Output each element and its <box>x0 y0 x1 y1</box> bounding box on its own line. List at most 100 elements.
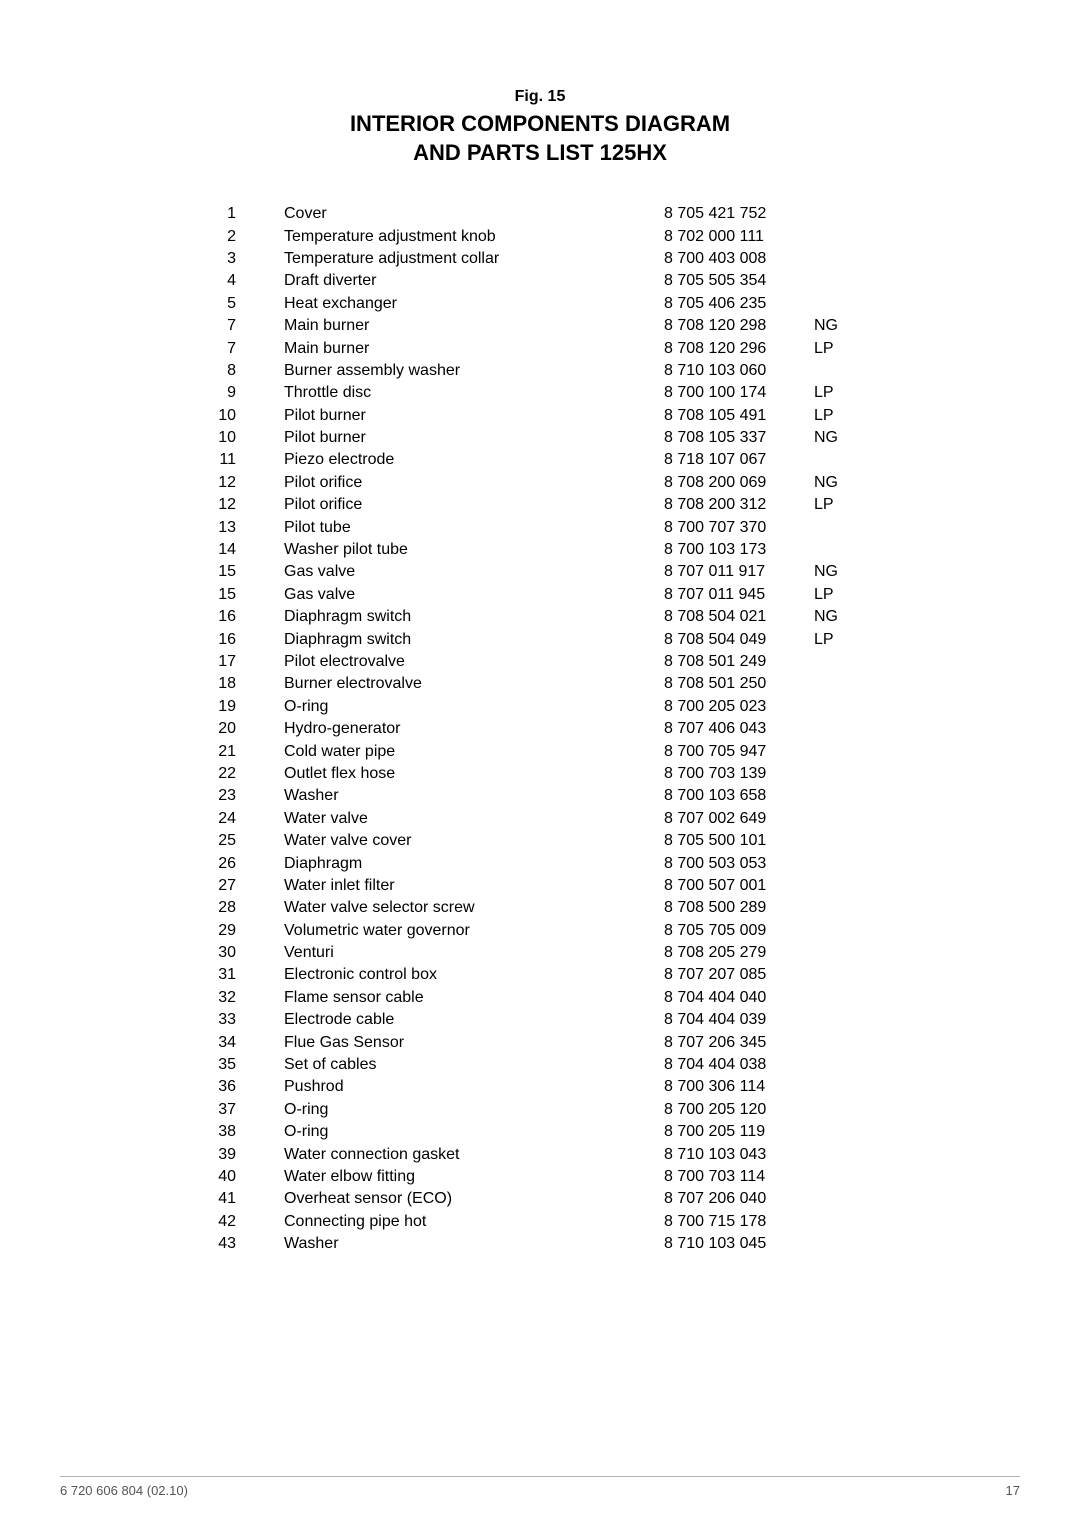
item-description: Electrode cable <box>284 1009 664 1031</box>
item-part-number: 8 700 507 001 <box>664 875 814 897</box>
item-description: Pilot electrovalve <box>284 651 664 673</box>
item-number: 8 <box>176 360 284 382</box>
table-row: 2Temperature adjustment knob8 702 000 11… <box>176 226 960 248</box>
item-part-number: 8 705 421 752 <box>664 203 814 225</box>
table-row: 37O-ring8 700 205 120 <box>176 1099 960 1121</box>
item-gas-type <box>814 360 854 382</box>
item-part-number: 8 700 205 120 <box>664 1099 814 1121</box>
item-number: 3 <box>176 248 284 270</box>
item-number: 41 <box>176 1188 284 1210</box>
item-gas-type <box>814 270 854 292</box>
item-gas-type <box>814 673 854 695</box>
item-gas-type <box>814 1121 854 1143</box>
item-part-number: 8 700 100 174 <box>664 382 814 404</box>
table-row: 40Water elbow fitting8 700 703 114 <box>176 1166 960 1188</box>
item-gas-type <box>814 1233 854 1255</box>
item-number: 11 <box>176 449 284 471</box>
item-part-number: 8 708 120 298 <box>664 315 814 337</box>
item-description: Diaphragm switch <box>284 629 664 651</box>
item-gas-type <box>814 651 854 673</box>
item-description: Washer <box>284 785 664 807</box>
table-row: 12Pilot orifice8 708 200 069NG <box>176 472 960 494</box>
table-row: 5Heat exchanger8 705 406 235 <box>176 293 960 315</box>
table-row: 28Water valve selector screw8 708 500 28… <box>176 897 960 919</box>
item-description: Water elbow fitting <box>284 1166 664 1188</box>
item-number: 10 <box>176 427 284 449</box>
item-gas-type: NG <box>814 315 854 337</box>
item-number: 14 <box>176 539 284 561</box>
item-part-number: 8 708 501 249 <box>664 651 814 673</box>
table-row: 35Set of cables8 704 404 038 <box>176 1054 960 1076</box>
item-number: 42 <box>176 1211 284 1233</box>
item-gas-type: LP <box>814 584 854 606</box>
item-number: 19 <box>176 696 284 718</box>
table-row: 14Washer pilot tube8 700 103 173 <box>176 539 960 561</box>
item-description: Pilot orifice <box>284 472 664 494</box>
table-row: 23Washer8 700 103 658 <box>176 785 960 807</box>
item-gas-type: NG <box>814 472 854 494</box>
item-number: 35 <box>176 1054 284 1076</box>
item-part-number: 8 708 205 279 <box>664 942 814 964</box>
item-number: 27 <box>176 875 284 897</box>
item-gas-type: LP <box>814 405 854 427</box>
item-number: 1 <box>176 203 284 225</box>
item-gas-type <box>814 785 854 807</box>
table-row: 15Gas valve8 707 011 917NG <box>176 561 960 583</box>
item-description: O-ring <box>284 696 664 718</box>
item-part-number: 8 700 705 947 <box>664 741 814 763</box>
item-gas-type: NG <box>814 606 854 628</box>
table-row: 22Outlet flex hose8 700 703 139 <box>176 763 960 785</box>
item-number: 2 <box>176 226 284 248</box>
item-gas-type: NG <box>814 427 854 449</box>
item-number: 17 <box>176 651 284 673</box>
table-row: 10Pilot burner8 708 105 337NG <box>176 427 960 449</box>
item-description: Gas valve <box>284 584 664 606</box>
item-gas-type: NG <box>814 561 854 583</box>
table-row: 7Main burner8 708 120 298NG <box>176 315 960 337</box>
parts-table: 1Cover8 705 421 7522Temperature adjustme… <box>176 203 960 1255</box>
item-number: 13 <box>176 517 284 539</box>
item-number: 5 <box>176 293 284 315</box>
item-number: 23 <box>176 785 284 807</box>
item-gas-type <box>814 1188 854 1210</box>
table-row: 42Connecting pipe hot8 700 715 178 <box>176 1211 960 1233</box>
item-description: Pushrod <box>284 1076 664 1098</box>
table-row: 25Water valve cover8 705 500 101 <box>176 830 960 852</box>
item-number: 26 <box>176 853 284 875</box>
item-gas-type <box>814 449 854 471</box>
item-number: 31 <box>176 964 284 986</box>
table-row: 1Cover8 705 421 752 <box>176 203 960 225</box>
item-description: Water valve cover <box>284 830 664 852</box>
item-gas-type: LP <box>814 382 854 404</box>
item-number: 7 <box>176 315 284 337</box>
item-number: 12 <box>176 472 284 494</box>
item-part-number: 8 700 707 370 <box>664 517 814 539</box>
item-gas-type <box>814 763 854 785</box>
item-gas-type <box>814 1054 854 1076</box>
item-number: 18 <box>176 673 284 695</box>
item-part-number: 8 708 200 312 <box>664 494 814 516</box>
item-gas-type: LP <box>814 338 854 360</box>
item-description: Flame sensor cable <box>284 987 664 1009</box>
item-gas-type <box>814 897 854 919</box>
item-gas-type <box>814 920 854 942</box>
item-description: Pilot burner <box>284 405 664 427</box>
item-gas-type <box>814 203 854 225</box>
item-gas-type <box>814 1009 854 1031</box>
table-row: 17Pilot electrovalve8 708 501 249 <box>176 651 960 673</box>
table-row: 30Venturi8 708 205 279 <box>176 942 960 964</box>
table-row: 13Pilot tube8 700 707 370 <box>176 517 960 539</box>
item-part-number: 8 705 505 354 <box>664 270 814 292</box>
item-part-number: 8 708 500 289 <box>664 897 814 919</box>
item-gas-type <box>814 248 854 270</box>
item-number: 25 <box>176 830 284 852</box>
item-part-number: 8 707 002 649 <box>664 808 814 830</box>
item-description: Outlet flex hose <box>284 763 664 785</box>
item-description: Heat exchanger <box>284 293 664 315</box>
item-gas-type <box>814 1076 854 1098</box>
item-number: 12 <box>176 494 284 516</box>
item-description: O-ring <box>284 1121 664 1143</box>
item-description: Piezo electrode <box>284 449 664 471</box>
item-number: 40 <box>176 1166 284 1188</box>
item-part-number: 8 700 703 139 <box>664 763 814 785</box>
